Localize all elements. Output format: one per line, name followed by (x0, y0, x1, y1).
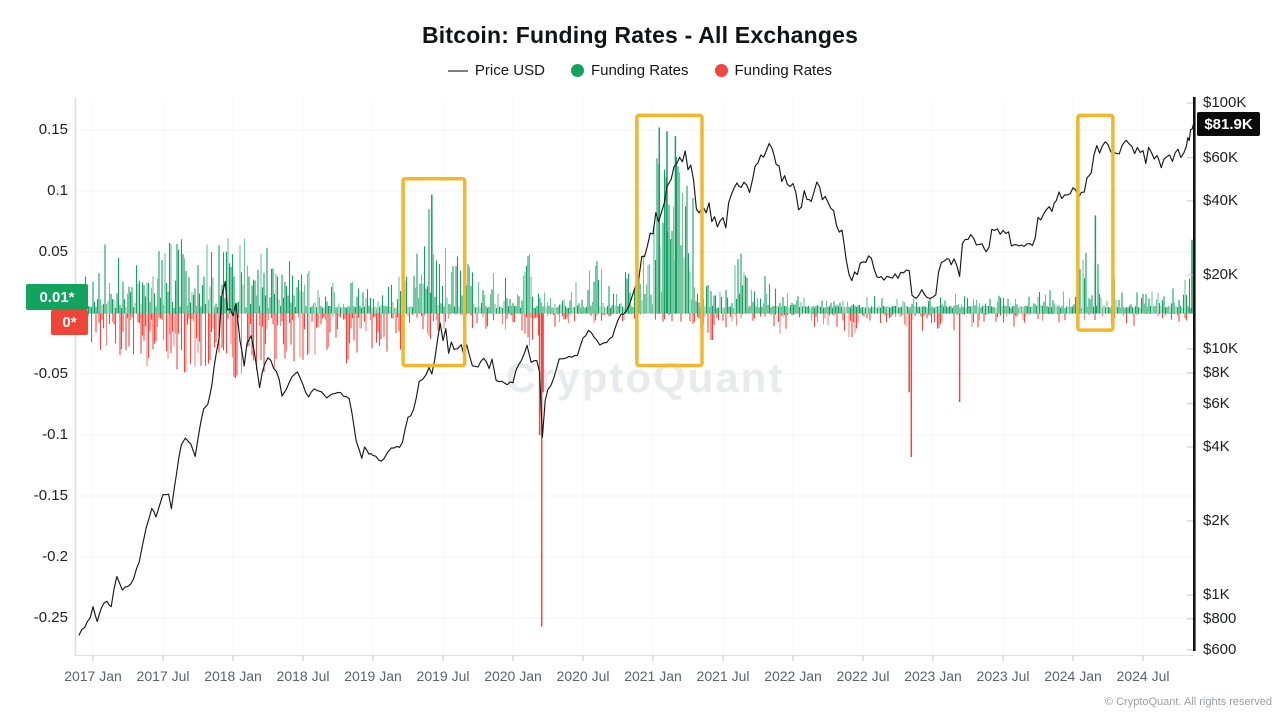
left-axis-tick: -0.1 (42, 426, 68, 443)
right-axis-tick: $600 (1203, 640, 1237, 658)
current-price-badge: $81.9K (1197, 112, 1260, 136)
x-axis-tick: 2018 Jan (204, 668, 262, 684)
funding-positive-badge: 0.01* (26, 284, 88, 310)
x-axis-tick: 2021 Jul (696, 668, 750, 684)
highlight-box (401, 177, 467, 368)
x-axis-tick: 2019 Jul (416, 668, 470, 684)
funding-negative-bars-light (87, 313, 1179, 374)
x-axis-tick: 2022 Jan (764, 668, 822, 684)
price-usd-line (78, 123, 1194, 636)
highlight-box (635, 113, 704, 368)
x-axis-tick: 2020 Jan (484, 668, 542, 684)
legend: Price USD Funding Rates Funding Rates (0, 62, 1280, 79)
copyright-notice: © CryptoQuant. All rights reserved (1104, 696, 1272, 708)
legend-item-price[interactable]: Price USD (447, 62, 545, 79)
left-axis-tick: 0.05 (38, 243, 68, 260)
left-axis-tick: -0.15 (33, 487, 68, 504)
left-axis-tick: 0.1 (47, 182, 68, 199)
right-axis-tick: $10K (1203, 340, 1239, 357)
right-axis-tick: $60K (1203, 148, 1239, 166)
x-axis-tick: 2021 Jan (624, 668, 682, 684)
left-axis-tick: -0.2 (42, 548, 68, 565)
left-axis-tick: -0.05 (33, 365, 68, 382)
funding-positive-swatch (570, 64, 584, 77)
left-axis-tick: -0.25 (33, 609, 68, 626)
x-axis-tick: 2017 Jan (64, 668, 122, 684)
x-axis-tick: 2023 Jul (976, 668, 1030, 684)
x-axis-tick: 2018 Jul (276, 668, 330, 684)
x-axis-tick: 2023 Jan (904, 668, 962, 684)
legend-label-funding-negative: Funding Rates (734, 62, 833, 79)
right-axis-tick: $40K (1203, 191, 1239, 209)
watermark: CryptoQuant (506, 354, 785, 401)
highlight-box (1076, 113, 1115, 332)
right-axis-tick: $20K (1203, 265, 1239, 283)
chart-title: Bitcoin: Funding Rates - All Exchanges (421, 22, 859, 48)
legend-label-price: Price USD (474, 62, 545, 79)
right-axis-tick: $6K (1203, 394, 1230, 412)
right-axis-tick: $800 (1203, 609, 1237, 627)
funding-negative-badge: 0* (51, 310, 88, 335)
legend-label-funding-positive: Funding Rates (590, 62, 689, 79)
right-axis-tick: $100K (1203, 94, 1247, 111)
x-axis-tick: 2020 Jul (556, 668, 610, 684)
right-axis-tick: $1K (1203, 586, 1230, 603)
legend-item-funding-positive[interactable]: Funding Rates (570, 62, 689, 79)
right-axis-tick: $8K (1203, 363, 1230, 381)
funding-negative-swatch (714, 64, 728, 77)
right-axis-tick: $2K (1203, 511, 1230, 529)
x-axis-tick: 2019 Jan (344, 668, 402, 684)
right-axis-tick: $4K (1203, 437, 1230, 455)
x-axis-tick: 2024 Jan (1044, 668, 1102, 684)
x-axis-tick: 2017 Jul (136, 668, 190, 684)
price-line-swatch (447, 69, 468, 72)
left-axis-tick: 0.15 (38, 121, 68, 138)
x-axis-tick: 2024 Jul (1116, 668, 1170, 684)
legend-item-funding-negative[interactable]: Funding Rates (714, 62, 833, 79)
x-axis-tick: 2022 Jul (836, 668, 890, 684)
